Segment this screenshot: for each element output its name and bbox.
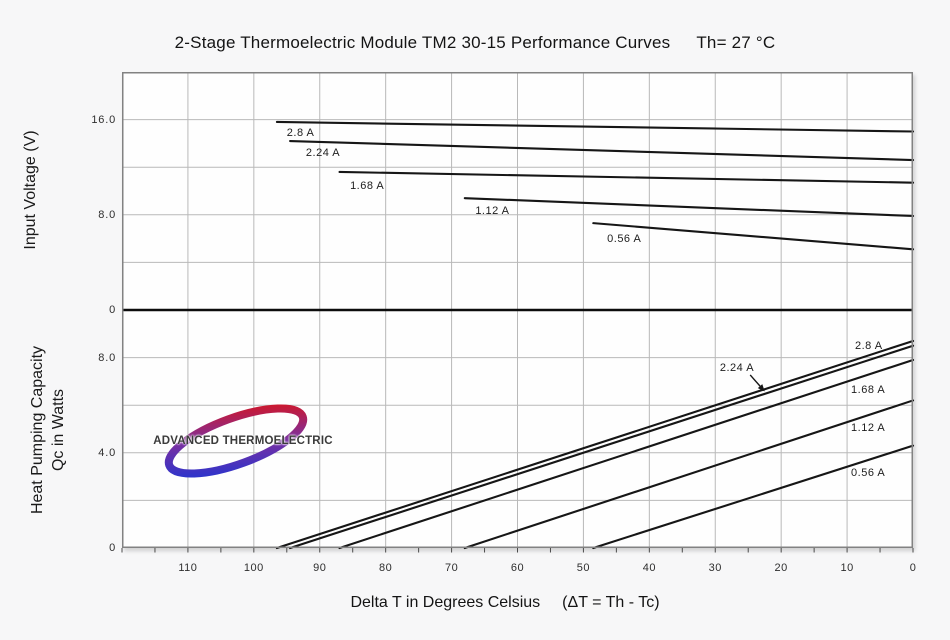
qc-tick-label: 4.0 bbox=[98, 446, 116, 459]
annotation-arrow-shaft bbox=[749, 374, 761, 387]
x-tick-label: 30 bbox=[708, 562, 722, 574]
voltage-curve-0.56A bbox=[592, 222, 915, 251]
voltage-curve-1.68A bbox=[338, 170, 915, 184]
x-tick-label: 10 bbox=[840, 562, 854, 574]
x-tick-label: 70 bbox=[444, 562, 459, 574]
plot-border bbox=[122, 72, 913, 548]
y-axis-label-qc: Heat Pumping Capacity Qc in Watts bbox=[27, 346, 69, 514]
voltage-tick-label: 0 bbox=[109, 304, 116, 316]
voltage-curve-2.24A bbox=[289, 139, 915, 162]
x-axis-label: Delta T in Degrees Celsius (ΔT = Th - Tc) bbox=[350, 594, 659, 612]
chart-title: 2-Stage Thermoelectric Module TM2 30-15 … bbox=[0, 33, 950, 53]
voltage-tick-label: 8.0 bbox=[98, 208, 116, 221]
voltage-tick-label: 16.0 bbox=[91, 113, 116, 126]
annotation-arrow-head bbox=[757, 384, 765, 392]
qc-curve-1.12A bbox=[463, 399, 915, 550]
chart-canvas bbox=[121, 72, 915, 553]
x-tick-label: 90 bbox=[313, 562, 327, 574]
y-axis-label-qc-line1: Heat Pumping Capacity bbox=[29, 345, 46, 515]
chart-title-condition: Th= 27 °C bbox=[696, 33, 776, 52]
qc-curve-2.8A bbox=[275, 339, 915, 550]
x-tick-label: 0 bbox=[909, 562, 917, 574]
chart-title-main: 2-Stage Thermoelectric Module TM2 30-15 … bbox=[174, 33, 671, 52]
plot-area bbox=[121, 72, 915, 553]
qc-tick-label: 0 bbox=[109, 542, 116, 554]
qc-curve-1.68A bbox=[338, 358, 915, 550]
y-axis-label-qc-line2: Qc in Watts bbox=[50, 388, 67, 472]
x-tick-label: 20 bbox=[774, 562, 788, 574]
x-tick-label: 80 bbox=[379, 562, 393, 574]
qc-curve-0.56A bbox=[592, 444, 915, 550]
voltage-curve-2.8A bbox=[275, 120, 915, 133]
x-tick-label: 50 bbox=[576, 562, 591, 574]
x-tick-label: 100 bbox=[243, 562, 264, 574]
x-tick-label: 40 bbox=[642, 562, 656, 574]
advanced-thermoelectric-logo-swoosh bbox=[164, 404, 308, 478]
qc-curve-2.24A bbox=[289, 344, 915, 550]
x-axis-label-suffix: (ΔT = Th - Tc) bbox=[562, 594, 660, 611]
x-axis-label-main: Delta T in Degrees Celsius bbox=[350, 594, 541, 611]
y-axis-label-voltage: Input Voltage (V) bbox=[22, 130, 39, 250]
voltage-curve-1.12A bbox=[463, 197, 915, 218]
x-tick-label: 110 bbox=[178, 562, 198, 574]
advanced-thermoelectric-logo-text: ADVANCED THERMOELECTRIC bbox=[153, 435, 333, 447]
qc-tick-label: 8.0 bbox=[98, 351, 116, 364]
x-tick-label: 60 bbox=[510, 562, 525, 574]
